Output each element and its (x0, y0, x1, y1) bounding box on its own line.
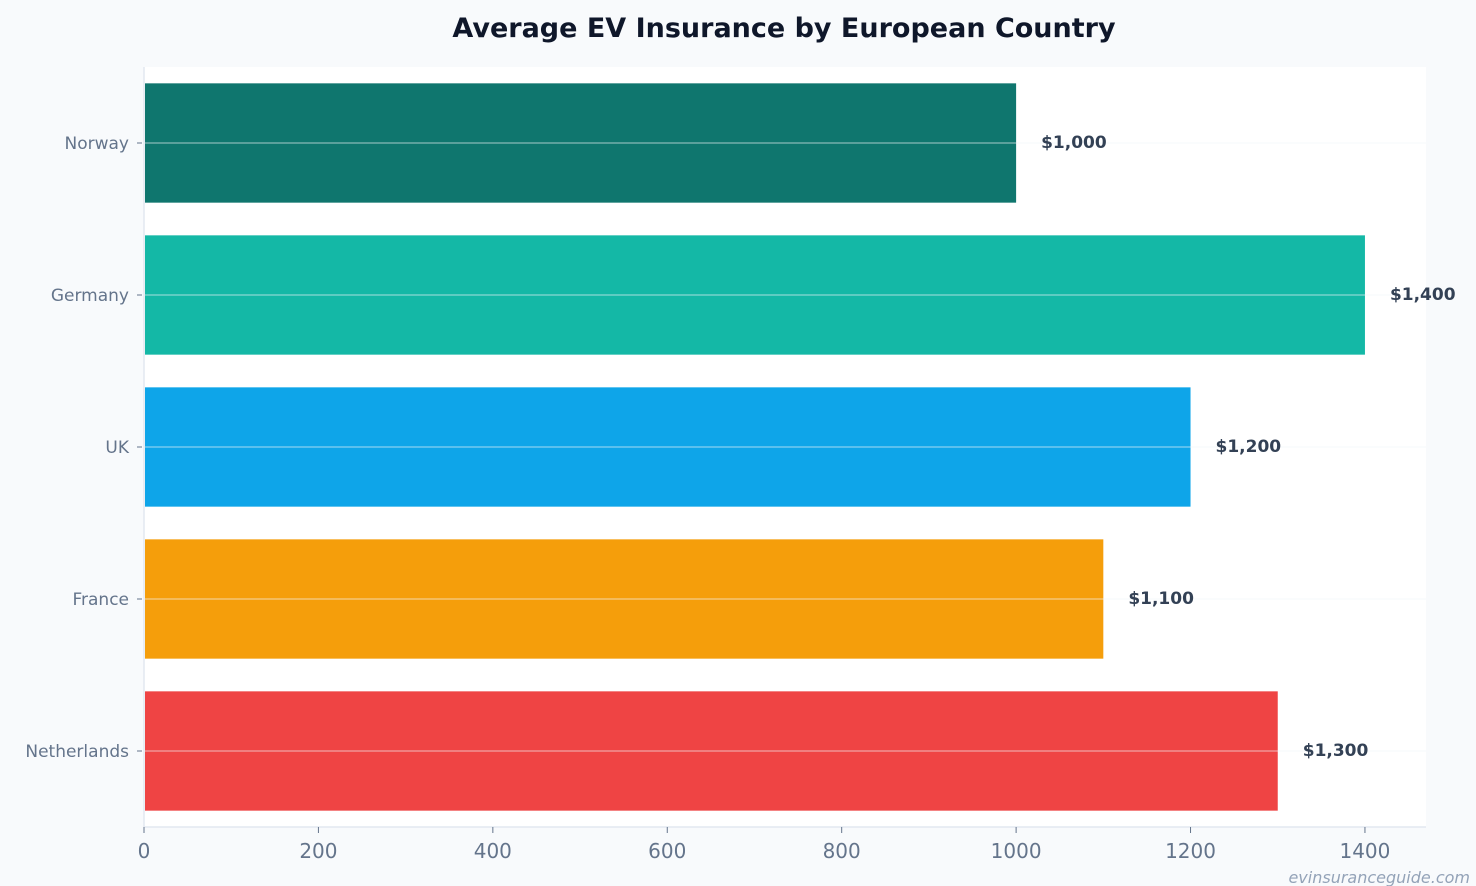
bar-germany (145, 235, 1365, 355)
bar-norway (145, 83, 1017, 203)
chart-title: Average EV Insurance by European Country (452, 13, 1116, 44)
x-tick-label: 0 (138, 839, 151, 863)
x-tick-label: 800 (823, 839, 861, 863)
x-tick-label: 1200 (1165, 839, 1216, 863)
data-label: $1,000 (1041, 133, 1107, 153)
y-tick-label: Germany (51, 286, 129, 306)
x-tick-label: 400 (474, 839, 512, 863)
y-tick-label: Norway (65, 134, 130, 154)
y-tick-label: France (72, 590, 129, 610)
data-label: $1,300 (1303, 741, 1369, 761)
data-label: $1,200 (1216, 437, 1282, 457)
data-label: $1,100 (1128, 589, 1194, 609)
y-tick-label: UK (105, 438, 129, 458)
y-tick-label: Netherlands (25, 742, 129, 762)
watermark: evinsuranceguide.com (1288, 868, 1470, 886)
bar-netherlands (145, 691, 1278, 811)
x-tick-label: 200 (299, 839, 337, 863)
x-tick-label: 1400 (1339, 839, 1390, 863)
bar-uk (145, 387, 1191, 507)
data-label: $1,400 (1390, 285, 1456, 305)
bar-france (145, 539, 1104, 659)
x-tick-label: 1000 (991, 839, 1042, 863)
x-tick-label: 600 (648, 839, 686, 863)
